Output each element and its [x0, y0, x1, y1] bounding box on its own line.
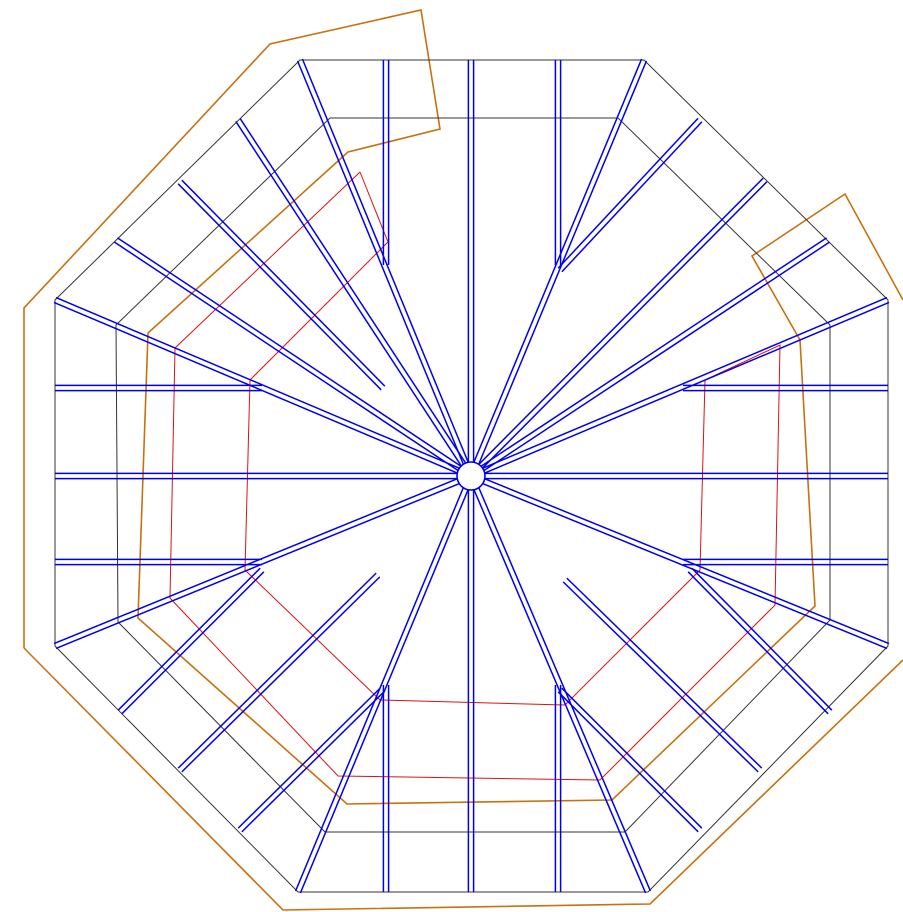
radial-rafter-7-a [467, 476, 647, 894]
radial-rafter-15-b [468, 177, 764, 475]
jack-rafter-10-a [557, 117, 699, 269]
radial-rafter-9-b [299, 476, 475, 894]
jack-rafter-11-a [121, 571, 265, 715]
radial-rafter-1-b [296, 60, 470, 478]
boundary-lower-path [23, 647, 903, 911]
radial-rafter-16-b [469, 237, 827, 475]
jack-rafter-16-a [562, 581, 759, 773]
radial-rafter-1-a [301, 58, 475, 476]
boundary-lines [23, 9, 903, 911]
radial-rafter-4-a [471, 301, 890, 480]
radial-rafter-15-a [472, 181, 768, 479]
jack-rafter-11-b [117, 567, 261, 711]
jack-rafter-14-a [241, 691, 385, 833]
radial-rafter-10-a [53, 472, 471, 645]
radial-rafter-6-b [471, 472, 890, 645]
radial-rafter-10-b [55, 477, 473, 650]
radial-rafter-12-a [55, 296, 473, 475]
outer-octagon [54, 59, 889, 893]
jack-rafter-15-a [557, 691, 699, 833]
jack-rafter-16-b [566, 577, 763, 769]
jack-rafter-15-b [561, 687, 703, 829]
radial-rafter-14-a [239, 118, 474, 475]
radial-rafter-4-b [469, 296, 888, 475]
radial-rafter-3-a [472, 60, 648, 478]
jack-rafter-9-b [181, 179, 386, 387]
boundary-outer-path [23, 9, 903, 805]
center-hub [456, 461, 486, 491]
radial-rafter-7-b [472, 474, 652, 892]
radial-rafter-16-a [472, 241, 830, 479]
radial-rafter-6-a [469, 477, 888, 650]
radial-rafter-14-b [235, 121, 470, 478]
jack-rafter-12-b [691, 567, 833, 711]
jack-rafter-12-a [687, 571, 829, 715]
radial-rafter-13-b [114, 241, 470, 479]
radial-rafter-3-b [467, 58, 643, 476]
jack-rafter-9-a [177, 183, 382, 391]
radial-rafter-9-a [294, 474, 470, 892]
jack-rafter-13-b [177, 572, 377, 769]
jack-rafter-10-b [561, 121, 703, 273]
radial-rafter-13-a [117, 237, 473, 475]
jack-rafter-13-a [181, 576, 381, 773]
rafters [53, 58, 890, 894]
jack-rafter-14-b [237, 687, 381, 829]
